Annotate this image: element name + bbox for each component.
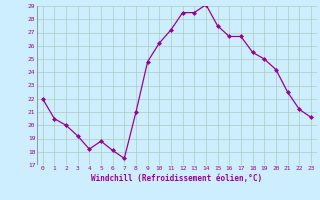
X-axis label: Windchill (Refroidissement éolien,°C): Windchill (Refroidissement éolien,°C) — [91, 174, 262, 183]
